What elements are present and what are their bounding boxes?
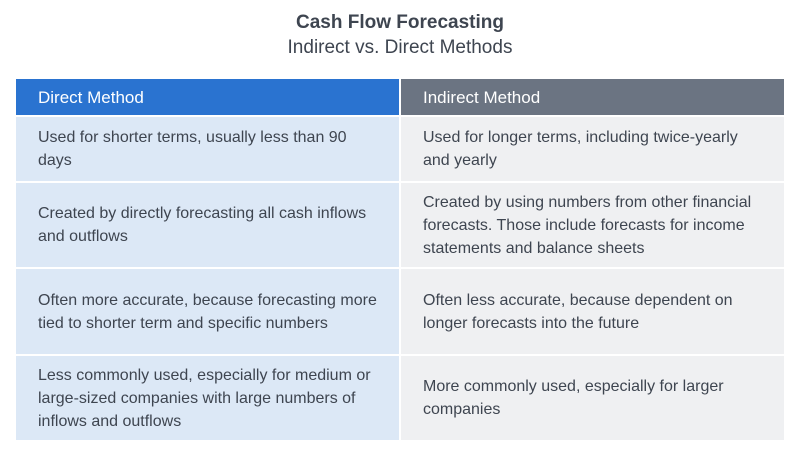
indirect-cell: Created by using numbers from other fina…: [399, 181, 786, 269]
indirect-cell: More commonly used, especially for large…: [399, 354, 786, 442]
table-row: Created by directly forecasting all cash…: [14, 181, 786, 269]
table-row: Less commonly used, especially for mediu…: [14, 354, 786, 442]
direct-cell: Created by directly forecasting all cash…: [14, 181, 401, 269]
direct-cell: Less commonly used, especially for mediu…: [14, 354, 401, 442]
page-title: Cash Flow Forecasting: [296, 12, 504, 33]
direct-cell: Often more accurate, because forecasting…: [14, 267, 401, 356]
table-row: Used for shorter terms, usually less tha…: [14, 115, 786, 183]
direct-cell: Used for shorter terms, usually less tha…: [14, 115, 401, 183]
comparison-table: Direct Method Indirect Method Used for s…: [14, 77, 786, 442]
header-indirect-method: Indirect Method: [399, 77, 786, 117]
table-row: Often more accurate, because forecasting…: [14, 267, 786, 356]
indirect-cell: Used for longer terms, including twice-y…: [399, 115, 786, 183]
page-subtitle: Indirect vs. Direct Methods: [287, 37, 513, 58]
indirect-cell: Often less accurate, because dependent o…: [399, 267, 786, 356]
header-row: Direct Method Indirect Method: [14, 77, 786, 117]
header-direct-method: Direct Method: [14, 77, 401, 117]
